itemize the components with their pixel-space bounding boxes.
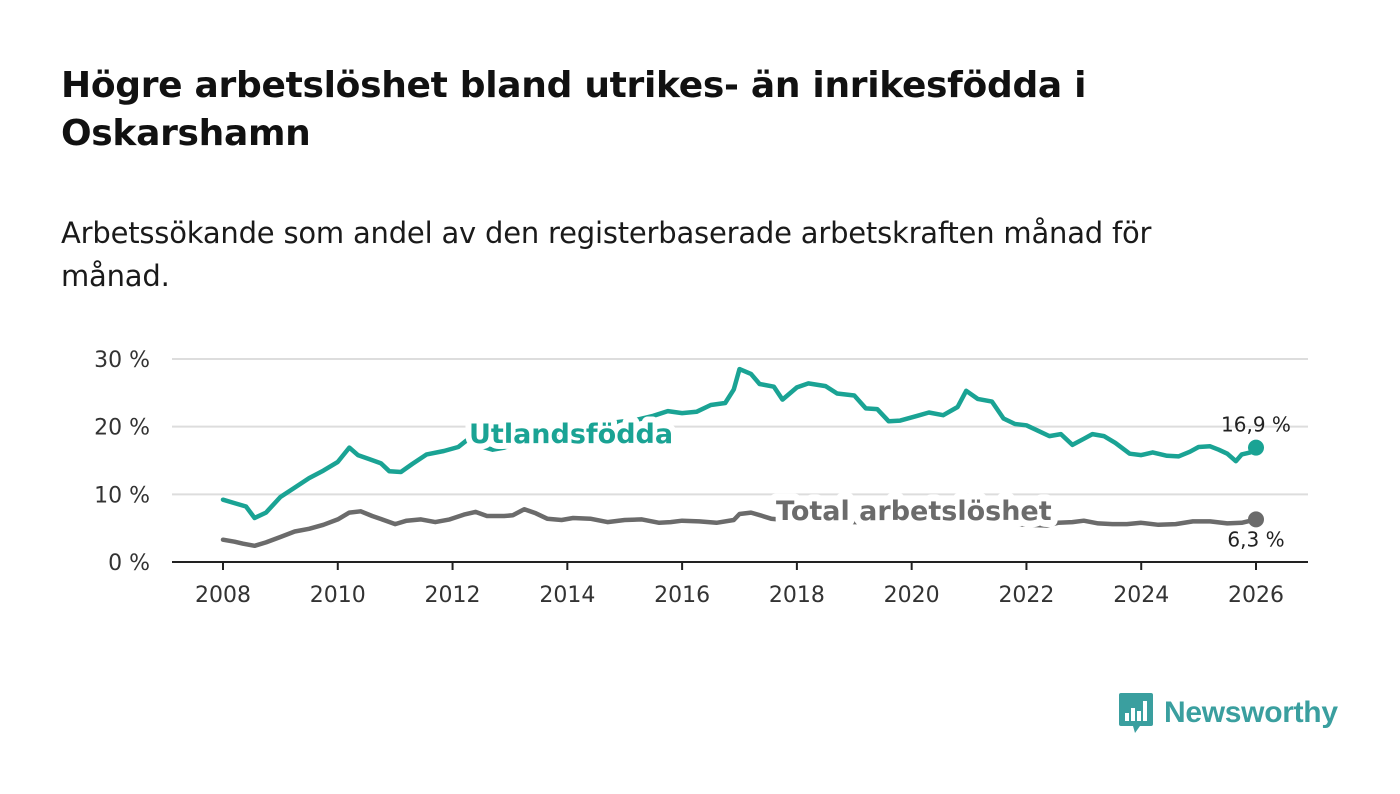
y-tick-label-30: 30 % <box>94 348 150 373</box>
end-value-utlandsfodda: 16,9 % <box>1221 413 1291 437</box>
y-tick-label-0: 0 % <box>108 551 150 576</box>
series-label-total: Total arbetslöshet <box>776 496 1052 527</box>
series-line-total <box>220 506 1259 549</box>
grid-lines: 0 % 10 % 20 % 30 % <box>94 348 1308 576</box>
end-marker-utlandsfodda <box>1248 439 1264 456</box>
series-label-utlandsfodda: Utlandsfödda <box>469 419 673 450</box>
x-tick-label-2012: 2012 <box>425 583 481 608</box>
series-lines <box>220 366 1264 549</box>
x-tick-label-2010: 2010 <box>310 583 366 608</box>
bar-chart-speech-bubble-icon <box>1119 693 1153 733</box>
x-tick-label-2026: 2026 <box>1228 583 1284 608</box>
x-tick-label-2018: 2018 <box>769 583 825 608</box>
x-tick-label-2008: 2008 <box>195 583 251 608</box>
brand-name: Newsworthy <box>1164 696 1338 729</box>
y-tick-label-20: 20 % <box>94 416 150 441</box>
x-tick-label-2022: 2022 <box>998 583 1054 608</box>
end-value-total: 6,3 % <box>1227 527 1284 551</box>
x-tick-label-2024: 2024 <box>1113 583 1169 608</box>
newsworthy-logo: Newsworthy <box>1118 690 1338 736</box>
chart-title: Högre arbetslöshet bland utrikes- än inr… <box>61 65 1087 154</box>
x-axis: 2008 2010 2012 2014 2016 2018 2020 2022 2024 2026 <box>172 561 1308 608</box>
series-labels: Utlandsfödda Total arbetslöshet 16,9 % 6,3 … <box>463 413 1291 552</box>
x-tick-label-2014: 2014 <box>539 583 595 608</box>
series-line-utlandsfodda <box>220 366 1259 521</box>
end-marker-total <box>1248 511 1264 528</box>
x-tick-label-2016: 2016 <box>654 583 710 608</box>
chart-subtitle: Arbetssökande som andel av den registerb… <box>61 216 1152 293</box>
x-tick-label-2020: 2020 <box>884 583 940 608</box>
y-tick-label-10: 10 % <box>94 483 150 508</box>
